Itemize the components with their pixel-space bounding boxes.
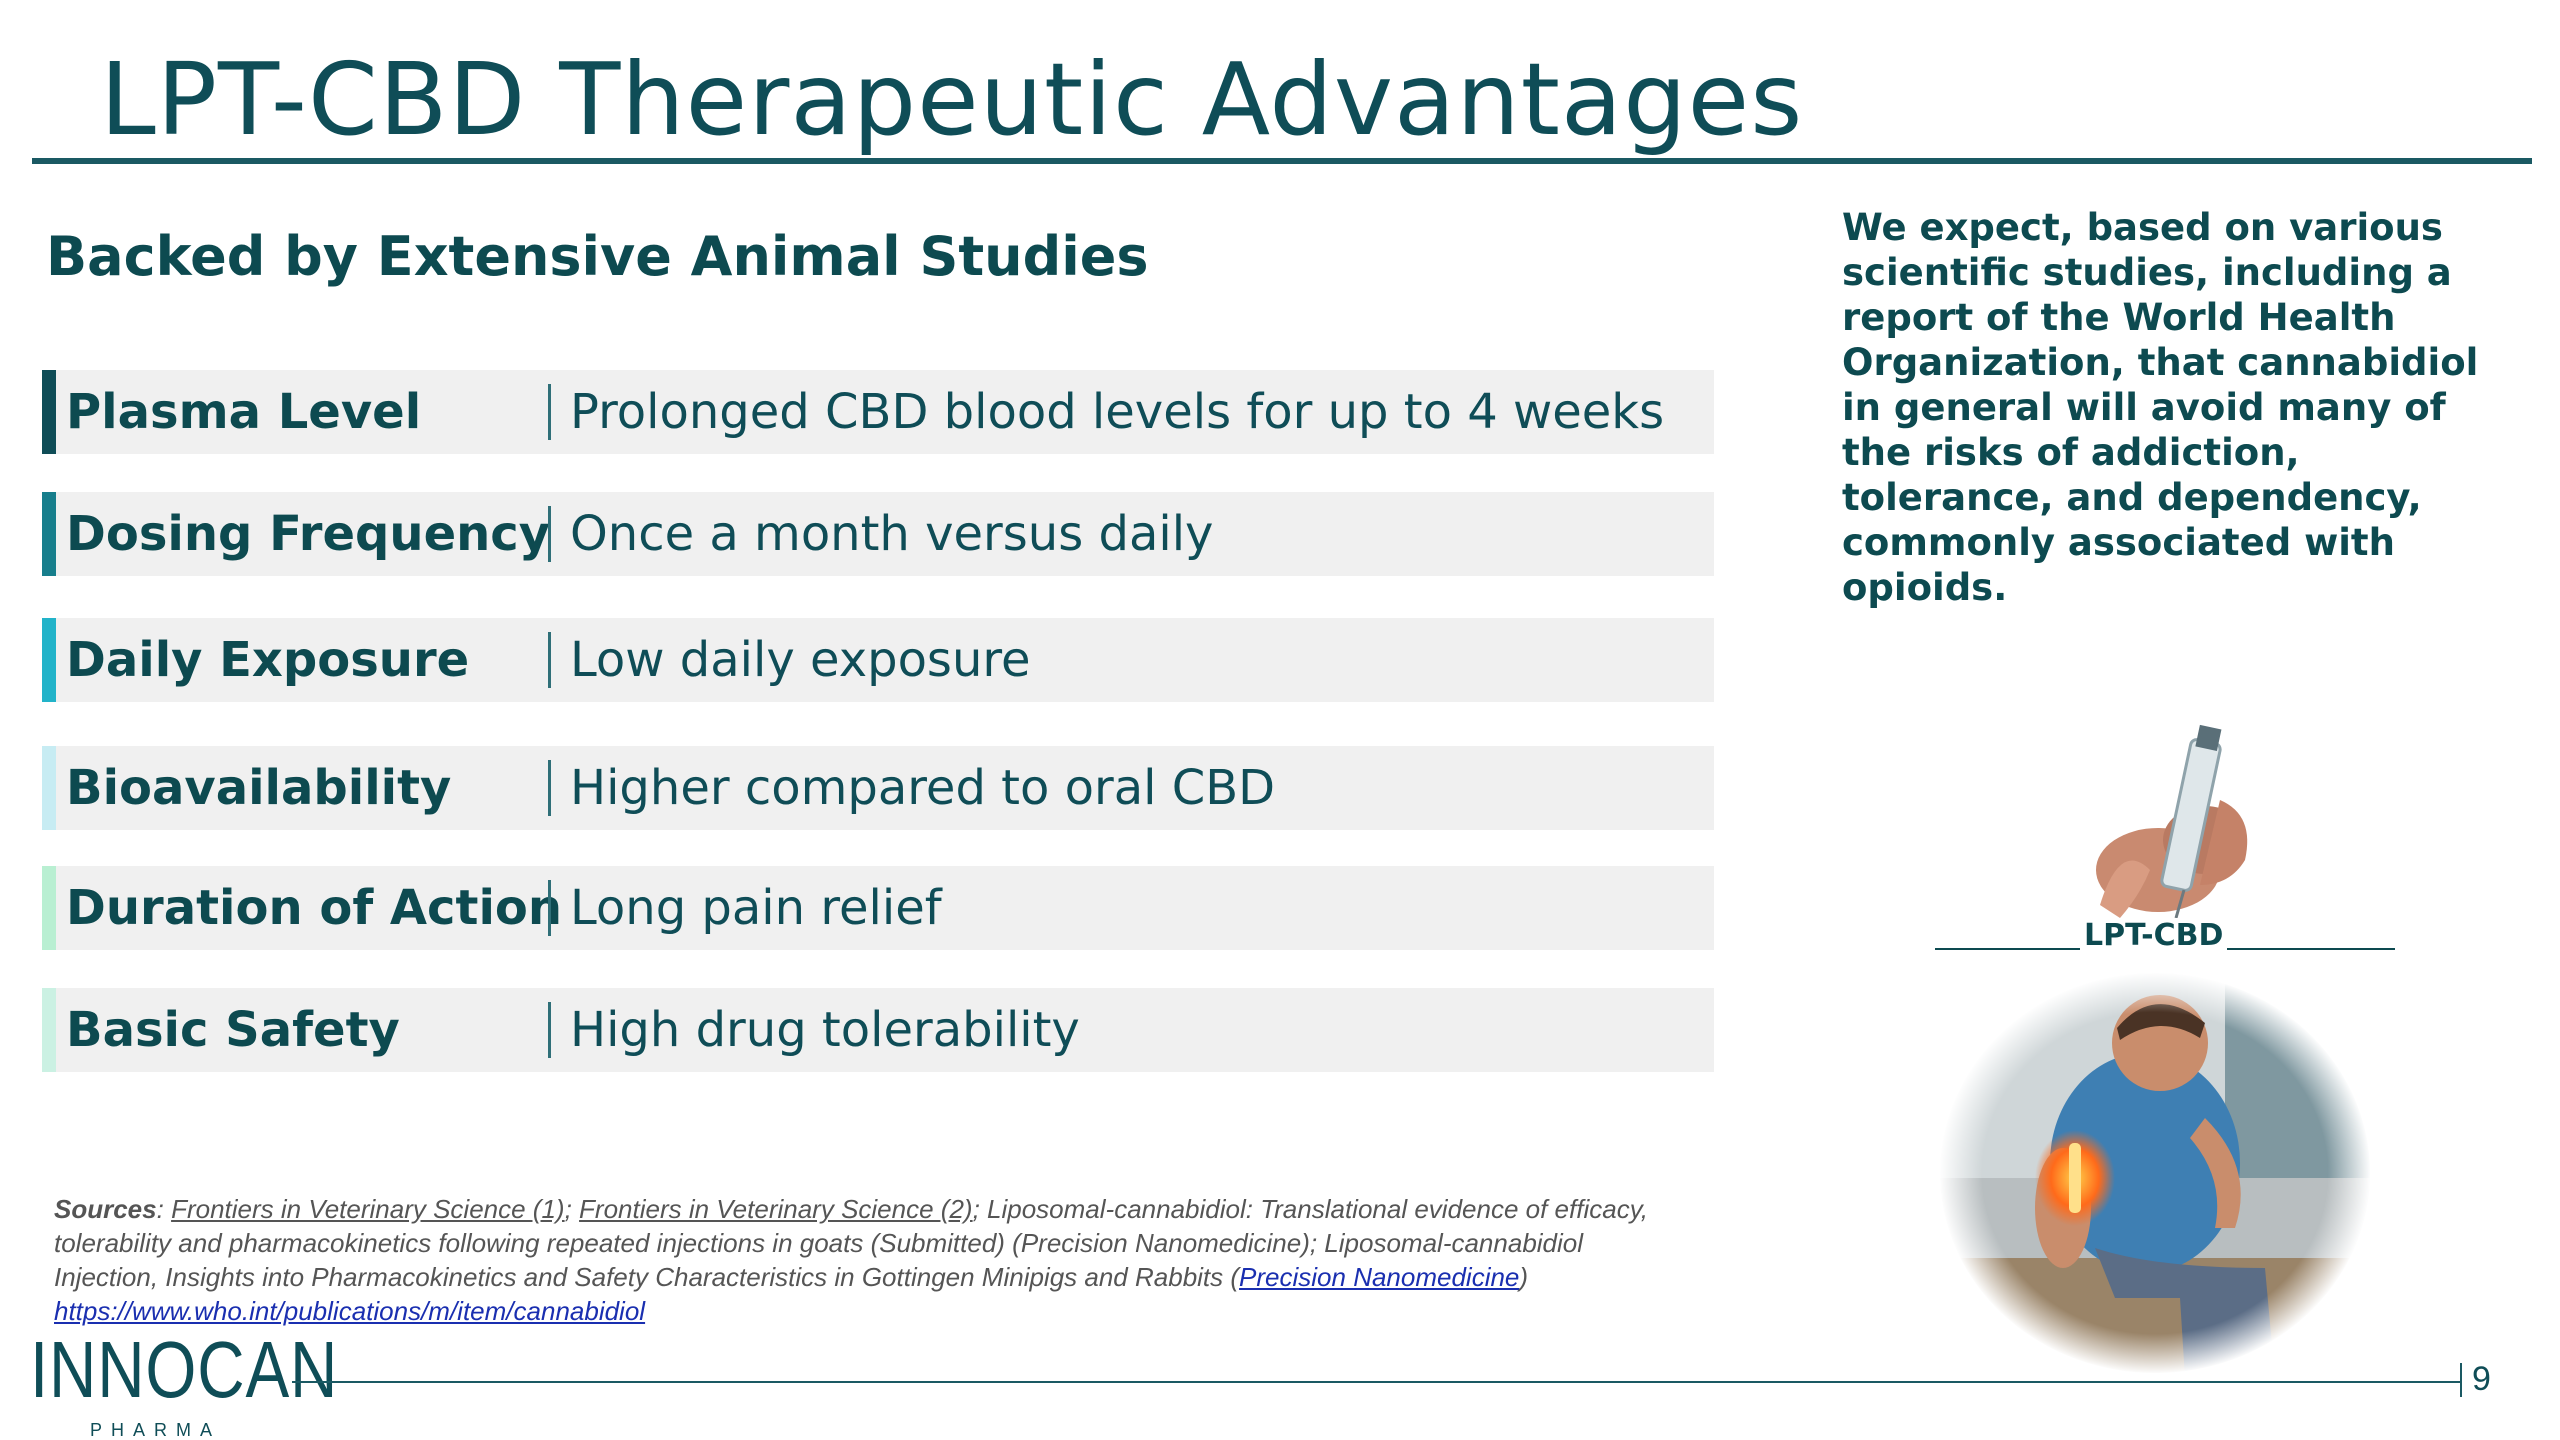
sources-label: Sources: [54, 1194, 157, 1224]
image-caption: LPT-CBD: [2080, 918, 2228, 953]
row-separator: [548, 880, 551, 936]
source-link-frontiers-1[interactable]: Frontiers in Veterinary Science (1): [171, 1194, 565, 1224]
advantage-row-basic-safety: Basic Safety High drug tolerability: [42, 988, 1714, 1072]
source-link-precision-nanomedicine[interactable]: Precision Nanomedicine: [1239, 1262, 1520, 1292]
back-pain-patient-image: [1939, 972, 2371, 1374]
row-value: Long pain relief: [570, 880, 942, 936]
source-link-who[interactable]: https://www.who.int/publications/m/item/…: [54, 1296, 646, 1326]
row-value: Low daily exposure: [570, 632, 1031, 688]
advantage-row-dosing-frequency: Dosing Frequency Once a month versus dai…: [42, 492, 1714, 576]
row-accent-bar: [42, 746, 56, 830]
sources-separator: ;: [564, 1194, 580, 1224]
row-accent-bar: [42, 370, 56, 454]
section-subtitle: Backed by Extensive Animal Studies: [46, 225, 1149, 288]
row-value: Higher compared to oral CBD: [570, 760, 1276, 816]
row-separator: [548, 1002, 551, 1058]
row-accent-bar: [42, 492, 56, 576]
row-label: Daily Exposure: [66, 632, 470, 688]
row-value: Once a month versus daily: [570, 506, 1214, 562]
row-separator: [548, 384, 551, 440]
row-value: Prolonged CBD blood levels for up to 4 w…: [570, 384, 1665, 440]
row-accent-bar: [42, 866, 56, 950]
row-label: Plasma Level: [66, 384, 422, 440]
advantage-row-duration-of-action: Duration of Action Long pain relief: [42, 866, 1714, 950]
row-label: Bioavailability: [66, 760, 452, 816]
row-label: Dosing Frequency: [66, 506, 551, 562]
advantage-row-bioavailability: Bioavailability Higher compared to oral …: [42, 746, 1714, 830]
sources-footnote: Sources: Frontiers in Veterinary Science…: [54, 1192, 1694, 1328]
advantage-row-daily-exposure: Daily Exposure Low daily exposure: [42, 618, 1714, 702]
who-statement: We expect, based on various scientific s…: [1842, 206, 2479, 609]
row-separator: [548, 632, 551, 688]
sources-text: ; Liposomal-cannabidiol: Translational e…: [54, 1194, 1648, 1292]
sources-text-2: ): [1519, 1262, 1529, 1292]
footer-divider: [292, 1381, 2460, 1383]
row-label: Basic Safety: [66, 1002, 400, 1058]
title-divider: [32, 158, 2532, 164]
company-logo-subtitle: PHARMA: [90, 1420, 222, 1440]
row-label: Duration of Action: [66, 880, 563, 936]
row-separator: [548, 506, 551, 562]
advantage-row-plasma-level: Plasma Level Prolonged CBD blood levels …: [42, 370, 1714, 454]
page-number: 9: [2472, 1360, 2491, 1398]
syringe-hand-image: [2096, 724, 2248, 919]
row-value: High drug tolerability: [570, 1002, 1080, 1058]
footer-tick: [2460, 1363, 2462, 1397]
company-logo: INNOCAN: [30, 1325, 339, 1414]
sources-colon: :: [156, 1194, 172, 1224]
row-accent-bar: [42, 988, 56, 1072]
row-separator: [548, 760, 551, 816]
row-accent-bar: [42, 618, 56, 702]
source-link-frontiers-2[interactable]: Frontiers in Veterinary Science (2): [579, 1194, 973, 1224]
slide-title: LPT-CBD Therapeutic Advantages: [100, 41, 1804, 158]
